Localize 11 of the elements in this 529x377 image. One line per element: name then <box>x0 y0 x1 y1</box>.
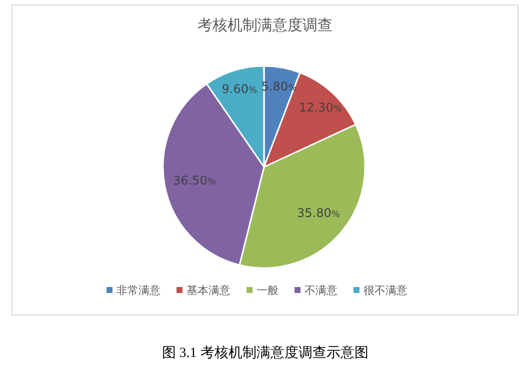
data-label: 9.60% <box>222 82 258 96</box>
chart-title: 考核机制满意度调查 <box>198 17 332 34</box>
legend-label: 很不满意 <box>364 284 408 297</box>
legend-label: 基本满意 <box>186 284 230 297</box>
data-label: 35.80% <box>297 206 340 220</box>
data-label: 12.30% <box>299 100 342 114</box>
legend-label: 非常满意 <box>116 284 160 297</box>
legend-label: 不满意 <box>304 284 338 297</box>
data-label: 36.50% <box>172 174 216 188</box>
caption: 图 3.1 考核机制满意度调查示意图 <box>162 345 368 361</box>
legend-label: 一般 <box>256 285 278 297</box>
